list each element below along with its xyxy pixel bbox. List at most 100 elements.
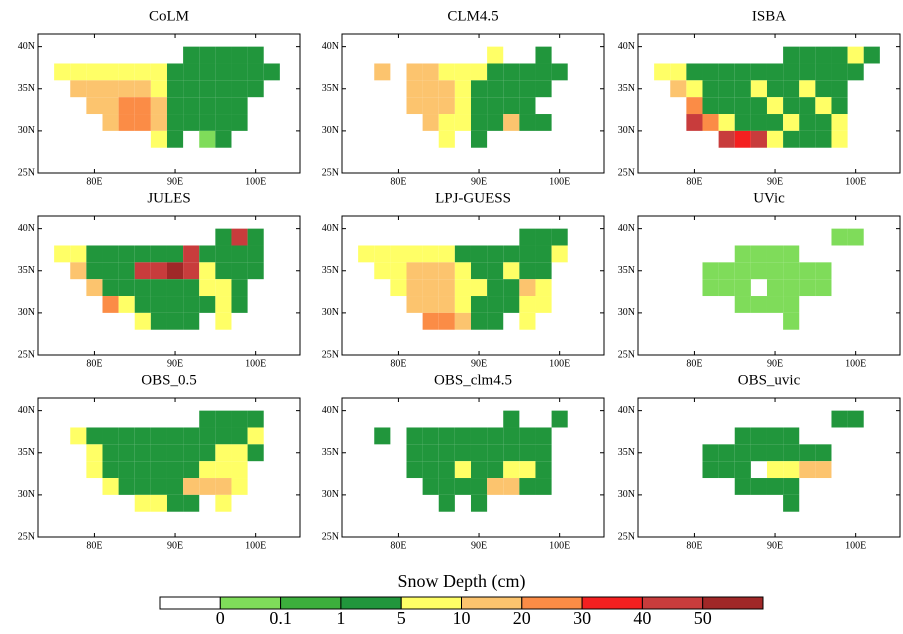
grid-cell: [734, 279, 751, 297]
grid-cell: [831, 46, 848, 64]
grid-cell: [231, 245, 248, 263]
grid-cell: [215, 245, 232, 263]
grid-cell: [702, 444, 719, 462]
grid-cell: [519, 262, 536, 280]
grid-cell: [470, 63, 488, 81]
y-tick-label: 35N: [322, 447, 339, 458]
grid-cell: [487, 478, 504, 495]
grid-cell: [134, 296, 151, 313]
grid-cell: [487, 444, 504, 462]
grid-cell: [503, 461, 520, 479]
grid-cell: [390, 245, 407, 263]
grid-cell: [215, 114, 232, 131]
y-tick-label: 40N: [18, 223, 35, 234]
x-tick-label: 100E: [245, 540, 266, 551]
grid-cell: [118, 478, 135, 495]
grid-cell: [231, 262, 248, 280]
grid-cell: [134, 494, 151, 512]
grid-cell: [134, 245, 151, 263]
grid-cell: [799, 262, 816, 280]
y-tick-label: 35N: [18, 265, 35, 276]
y-tick-label: 25N: [618, 167, 635, 178]
grid-cell: [231, 461, 248, 479]
grid-cell: [766, 114, 784, 131]
grid-cell: [470, 478, 488, 495]
grid-cell: [231, 444, 248, 462]
grid-cell: [118, 461, 135, 479]
grid-cell: [438, 245, 455, 263]
grid-cell: [519, 461, 536, 479]
grid-cell: [551, 63, 568, 81]
grid-cell: [150, 444, 167, 462]
grid-cell: [102, 114, 119, 131]
grid-cell: [686, 63, 703, 81]
grid-cell: [215, 130, 232, 148]
grid-cell: [551, 245, 568, 263]
grid-cell: [390, 279, 407, 297]
grid-cell: [766, 461, 784, 479]
grid-cell: [503, 478, 520, 495]
grid-cell: [166, 279, 184, 297]
grid-cell: [454, 279, 471, 297]
grid-cell: [406, 296, 423, 313]
grid-cell: [535, 427, 552, 445]
grid-cell: [215, 97, 232, 115]
grid-cell: [734, 427, 751, 445]
grid-cell: [215, 494, 232, 512]
grid-cell: [199, 444, 216, 462]
grid-cell: [766, 444, 784, 462]
x-tick-label: 80E: [686, 540, 702, 551]
grid-cell: [470, 461, 488, 479]
grid-cell: [102, 97, 119, 115]
y-tick-label: 30N: [618, 125, 635, 136]
grid-cell: [422, 296, 439, 313]
grid-cell: [831, 80, 848, 98]
plot-frame: [37, 215, 301, 356]
grid-cell: [718, 63, 735, 81]
grid-cell: [535, 262, 552, 280]
y-tick-label: 30N: [18, 489, 35, 500]
grid-cell: [183, 245, 200, 263]
map-panel: CoLM 80E 90E 100E 25N 30N 35N 40N: [18, 8, 301, 187]
grid-cell: [734, 461, 751, 479]
y-tick-label: 30N: [618, 307, 635, 318]
grid-cell: [231, 80, 248, 98]
grid-cell: [374, 262, 391, 280]
grid-cell: [470, 130, 488, 148]
grid-cell: [102, 427, 119, 445]
plot-frame: [37, 33, 301, 174]
y-tick-label: 25N: [322, 531, 339, 542]
grid-cell: [470, 296, 488, 313]
grid-cell: [686, 114, 703, 131]
grid-cell: [86, 279, 103, 297]
grid-cell: [150, 461, 167, 479]
grid-cell: [438, 461, 455, 479]
plot-frame: [637, 397, 901, 538]
grid-cell: [102, 296, 119, 313]
colorbar-label: 30: [573, 608, 591, 628]
grid-cell: [799, 63, 816, 81]
x-tick-label: 90E: [767, 540, 783, 551]
grid-cell: [406, 97, 423, 115]
colorbar-box: [159, 596, 221, 610]
grid-cell: [487, 461, 504, 479]
grid-cell: [231, 228, 248, 246]
plot-frame: [341, 397, 605, 538]
map-panel: UVic 80E 90E 100E 25N 30N 35N 40N: [618, 190, 901, 369]
grid-cell: [535, 478, 552, 495]
grid-cell: [519, 80, 536, 98]
grid-cell: [438, 262, 455, 280]
x-tick-label: 80E: [686, 176, 702, 187]
grid-cell: [183, 279, 200, 297]
y-tick-label: 35N: [618, 265, 635, 276]
grid-cell: [799, 130, 816, 148]
grid-cell: [815, 114, 832, 131]
grid-cell: [815, 444, 832, 462]
grid-cell: [503, 262, 520, 280]
colorbar-label: 10: [453, 608, 471, 628]
grid-cell: [750, 80, 767, 98]
grid-cell: [166, 262, 184, 280]
grid-cell: [454, 80, 471, 98]
grid-cell: [118, 296, 135, 313]
grid-cell: [183, 63, 200, 81]
